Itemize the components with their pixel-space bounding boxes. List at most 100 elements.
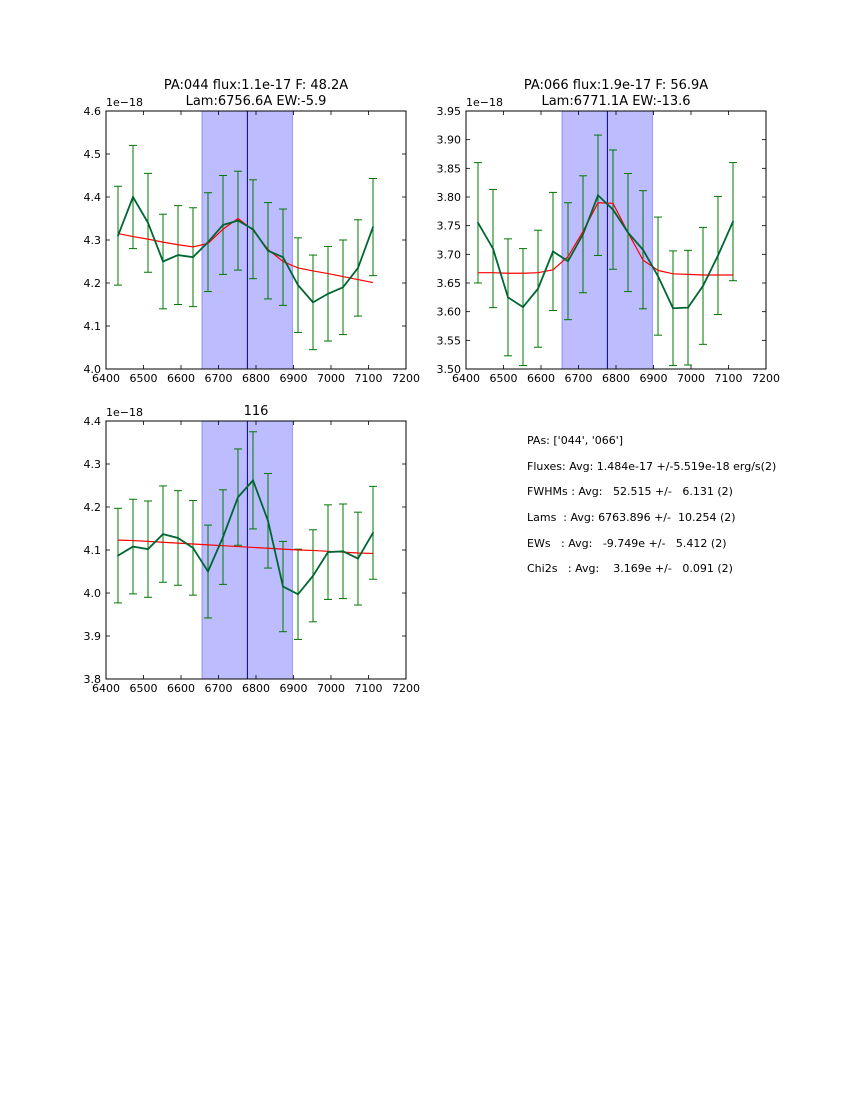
stats-pas: PAs: ['044', '066'] [527, 434, 624, 447]
stats-fwhms: FWHMs : Avg: 52.515 +/- 6.131 (2) [527, 485, 733, 499]
stats-lams: Lams : Avg: 6763.896 +/- 10.254 (2) [527, 511, 736, 525]
data-point [597, 194, 599, 197]
y-tick-label: 3.90 [437, 134, 462, 147]
y-scale-label: 1e−18 [466, 96, 503, 109]
y-tick-label: 3.95 [437, 105, 462, 118]
data-point [162, 533, 164, 535]
data-point [672, 307, 674, 310]
data-point [237, 496, 239, 499]
data-point [312, 301, 314, 304]
y-tick-label: 4.1 [84, 544, 102, 557]
x-tick-label: 6500 [130, 682, 158, 695]
y-scale-label: 1e−18 [106, 406, 143, 419]
data-point [537, 287, 539, 290]
data-point [252, 479, 254, 482]
y-tick-label: 4.3 [84, 458, 102, 471]
data-point [657, 275, 659, 278]
x-tick-label: 7000 [317, 682, 345, 695]
x-tick-label: 7000 [677, 372, 705, 385]
y-tick-label: 3.50 [437, 363, 462, 376]
x-tick-label: 6500 [490, 372, 518, 385]
stats-panel: PAs: ['044', '066'] Fluxes: Avg: 1.484e-… [527, 434, 827, 588]
x-tick-label: 6900 [280, 372, 308, 385]
data-point [732, 220, 734, 223]
x-tick-label: 6700 [205, 682, 233, 695]
y-tick-label: 3.70 [437, 248, 462, 261]
data-line [117, 194, 374, 304]
data-point [177, 537, 179, 539]
x-tick-label: 6700 [205, 372, 233, 385]
x-tick-label: 7100 [715, 372, 743, 385]
data-line [117, 478, 374, 596]
data-point [492, 247, 494, 250]
y-tick-label: 4.0 [84, 363, 102, 376]
data-point [147, 548, 149, 551]
data-point [342, 550, 344, 553]
data-line [477, 193, 734, 310]
x-tick-label: 6400 [92, 682, 120, 695]
y-tick-label: 3.80 [437, 191, 462, 204]
data-point [357, 557, 359, 560]
y-tick-label: 3.60 [437, 306, 462, 319]
data-point [282, 585, 284, 588]
data-point [207, 241, 209, 244]
y-tick-label: 4.2 [84, 277, 102, 290]
y-tick-label: 4.6 [84, 105, 102, 118]
data-point [567, 260, 569, 263]
data-point [522, 306, 524, 308]
data-point [327, 292, 329, 295]
data-point [687, 306, 689, 309]
data-point [267, 519, 269, 522]
data-point [327, 551, 329, 554]
chart-title: Lam:6771.1A EW:-13.6 [541, 94, 690, 109]
data-point [297, 284, 299, 287]
y-tick-label: 4.2 [84, 501, 102, 514]
y-tick-label: 4.5 [84, 148, 102, 161]
y-tick-label: 4.4 [84, 191, 102, 204]
y-tick-label: 3.75 [437, 220, 462, 233]
x-tick-label: 6600 [167, 372, 195, 385]
data-point [552, 250, 554, 253]
chart-title: 116 [244, 404, 269, 419]
data-point [222, 536, 224, 538]
data-point [357, 267, 359, 269]
data-point [507, 296, 509, 299]
chart-title: PA:044 flux:1.1e-17 F: 48.2A [164, 78, 348, 93]
stats-fluxes: Fluxes: Avg: 1.484e-17 +/-5.519e-18 erg/… [527, 459, 777, 473]
chart-panel-3: 6400 6500 6600 6700 6800 6900 7000 7100 7200 3.8 3… [84, 404, 421, 695]
data-point [582, 233, 584, 236]
x-tick-label: 6800 [242, 682, 270, 695]
x-tick-label: 6900 [280, 682, 308, 695]
y-tick-label: 4.0 [84, 587, 102, 600]
chart-panel-2: 6400 6500 6600 6700 6800 6900 7000 7100 7200 3.50… [437, 78, 781, 385]
data-point [177, 254, 179, 256]
x-tick-label: 6400 [92, 372, 120, 385]
y-tick-label: 4.4 [84, 415, 102, 428]
x-tick-label: 7000 [317, 372, 345, 385]
data-point [612, 208, 614, 211]
data-point [207, 570, 209, 573]
y-tick-label: 4.1 [84, 320, 102, 333]
data-point [147, 221, 149, 224]
x-tick-label: 6700 [565, 372, 593, 385]
x-tick-label: 6600 [167, 682, 195, 695]
y-tick-label: 3.9 [84, 630, 102, 643]
chart-title: Lam:6756.6A EW:-5.9 [186, 94, 327, 109]
x-tick-label: 6500 [130, 372, 158, 385]
y-tick-label: 3.85 [437, 162, 462, 175]
data-point [282, 256, 284, 259]
data-point [642, 248, 644, 251]
data-point [372, 531, 374, 534]
chart-title: PA:066 flux:1.9e-17 F: 56.9A [524, 78, 708, 93]
data-point [192, 256, 194, 259]
x-tick-label: 7100 [355, 682, 383, 695]
data-point [132, 196, 134, 198]
data-point [192, 546, 194, 549]
data-point [117, 554, 119, 557]
x-tick-label: 6400 [452, 372, 480, 385]
stats-chi2s: Chi2s : Avg: 3.169e +/- 0.091 (2) [527, 562, 733, 576]
data-point [237, 219, 239, 222]
x-tick-label: 6800 [242, 372, 270, 385]
x-tick-label: 6800 [602, 372, 630, 385]
